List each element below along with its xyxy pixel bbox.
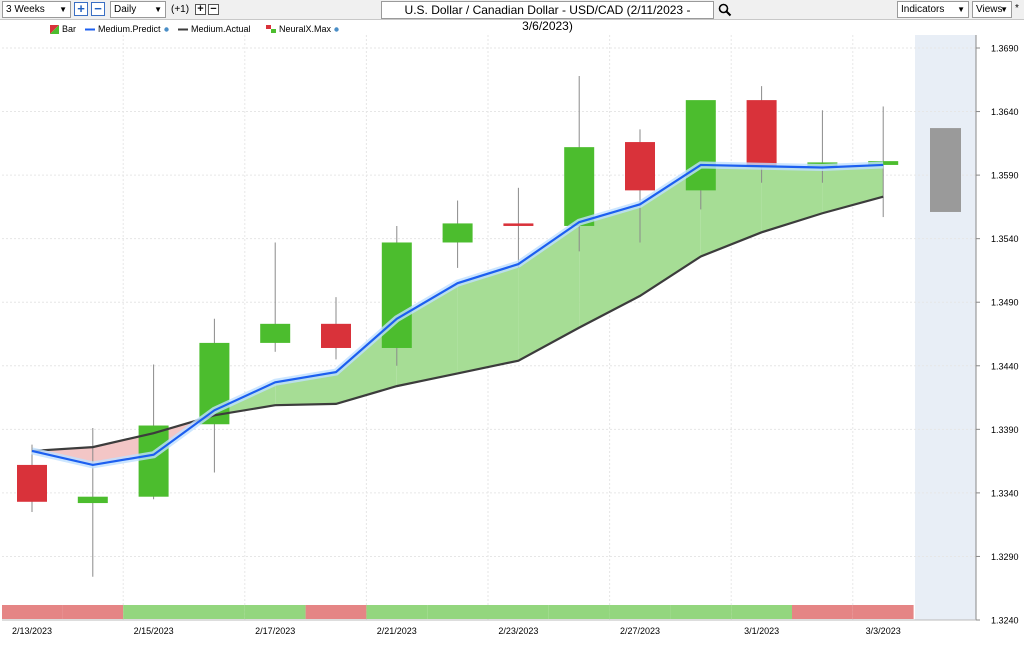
signal-cell [609,605,671,619]
y-tick-label: 1.3490 [991,298,1019,308]
chevron-down-icon: ▼ [154,5,162,14]
views-select[interactable]: Views ▼ [972,1,1012,18]
x-tick-label: 3/1/2023 [744,626,779,636]
signal-cell [427,605,488,619]
legend-medium-predict[interactable]: Medium.Predict [85,24,169,34]
candle-body [77,496,108,504]
prediction-fill [32,164,884,465]
candle-body [625,142,655,191]
signal-cell [2,605,63,619]
signal-cell [244,605,306,619]
add-range-button[interactable]: + [74,2,88,16]
search-icon[interactable] [718,3,732,17]
fill-segment [396,283,458,387]
views-label: Views [976,4,1003,15]
signal-cell [548,605,610,619]
x-axis: 2/13/2023 2/15/2023 2/17/2023 2/21/2023 2/23… [2,619,976,636]
future-region [915,35,976,620]
signal-cell [184,605,245,619]
x-tick-label: 2/15/2023 [134,626,174,636]
candle-body [685,100,716,191]
signal-cell [366,605,428,619]
x-tick-label: 2/23/2023 [498,626,538,636]
fill-segment [761,166,823,233]
x-tick-label: 2/13/2023 [12,626,52,636]
y-tick-label: 1.3290 [991,552,1019,562]
offset-label: (+1) [171,4,190,15]
remove-range-button[interactable]: − [91,2,105,16]
y-tick-label: 1.3240 [991,616,1019,626]
legend-label: NeuralX.Max [279,24,332,34]
fill-segment [457,264,519,374]
interval-select[interactable]: Daily ▼ [110,1,166,18]
chevron-down-icon: ▼ [957,5,965,14]
signal-cell [670,605,732,619]
y-tick-label: 1.3640 [991,107,1019,117]
indicator-lines [31,161,884,469]
fill-segment [700,164,762,257]
signal-cell [305,605,367,619]
legend-label: Medium.Actual [191,24,251,34]
x-tick-label: 3/3/2023 [866,626,901,636]
signal-cell [488,605,549,619]
legend-label: Bar [62,24,77,34]
medium-predict-line [31,163,884,467]
chevron-down-icon: ▼ [59,5,67,14]
signal-cell [852,605,914,619]
legend-medium-actual[interactable]: Medium.Actual [178,24,251,34]
x-tick-label: 2/27/2023 [620,626,660,636]
signal-cell [62,605,124,619]
y-tick-label: 1.3340 [991,488,1019,498]
candle-body [138,425,169,497]
chevron-down-icon: ▼ [1000,5,1008,14]
signal-cell [792,605,853,619]
candle-body [17,464,47,502]
signal-cell [731,605,792,619]
neuralx-icon [266,24,276,33]
y-tick-label: 1.3390 [991,425,1019,435]
signal-strip [2,605,914,619]
candle-body [321,323,351,348]
offset-minus-button[interactable]: − [208,4,219,15]
candle-body [503,223,534,226]
candle-body [442,223,473,243]
symbol-title-field[interactable]: U.S. Dollar / Canadian Dollar - USD/CAD … [381,1,714,33]
black-line-icon [178,28,188,30]
blue-line-icon [85,28,95,30]
candle-body [746,100,777,167]
range-select[interactable]: 3 Weeks ▼ [2,1,71,18]
candle-body [868,161,899,165]
y-tick-label: 1.3590 [991,171,1019,181]
y-tick-label: 1.3440 [991,361,1019,371]
indicators-select[interactable]: Indicators ▼ [897,1,969,18]
legend-label: Medium.Predict [98,24,161,34]
bar-swatch-icon [50,24,59,34]
info-dot-icon[interactable] [163,26,169,32]
legend-bar[interactable]: Bar [50,24,76,34]
medium-actual-line [31,195,884,453]
y-axis: 1.3690 1.3640 1.3590 1.3540 1.3490 1.3440 1.33… [975,35,1019,626]
modified-star: * [1015,3,1019,14]
y-tick-label: 1.3690 [991,44,1019,54]
x-tick-label: 2/17/2023 [255,626,295,636]
candle-body [564,147,595,226]
y-tick-label: 1.3540 [991,234,1019,244]
info-dot-icon[interactable] [334,26,339,32]
candle-bodies [17,100,961,504]
interval-value: Daily [114,4,137,15]
range-value: 3 Weeks [6,4,45,15]
indicators-label: Indicators [901,4,945,15]
fill-segment [336,318,397,404]
signal-cell [123,605,184,619]
fill-segment [579,204,640,328]
x-tick-label: 2/21/2023 [377,626,417,636]
legend-neuralx-max[interactable]: NeuralX.Max [266,24,339,34]
offset-plus-button[interactable]: + [195,4,206,15]
candle-body [260,323,291,343]
toolbar: 3 Weeks ▼ + − Daily ▼ (+1) + − U.S. Doll… [0,0,1024,33]
forecast-bar [930,128,961,212]
fill-segment [822,164,884,214]
